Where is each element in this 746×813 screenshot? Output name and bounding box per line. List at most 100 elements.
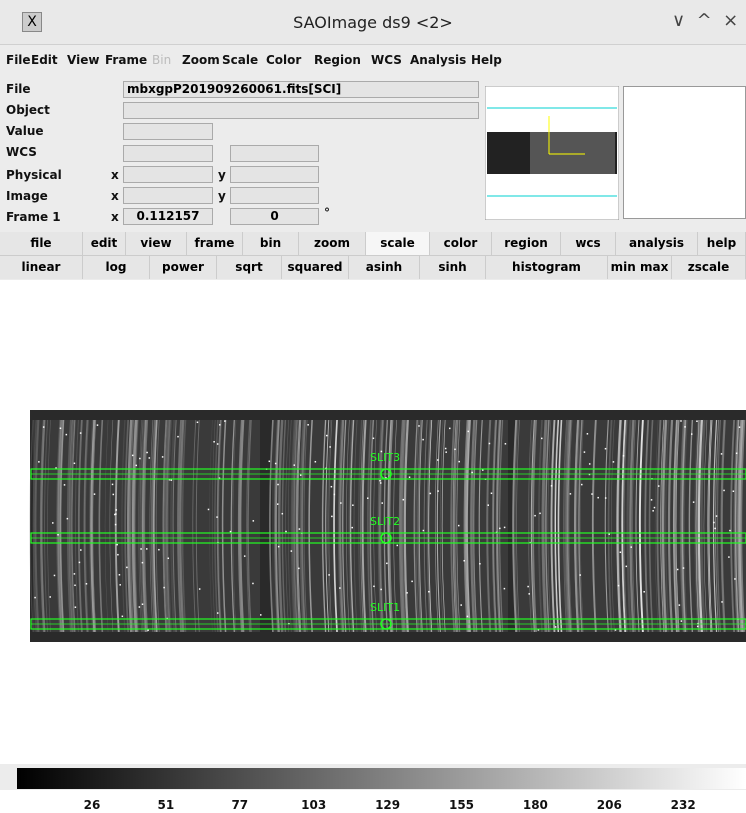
noise (86, 583, 88, 585)
menu-item[interactable]: Analysis (410, 53, 466, 67)
noise (147, 629, 149, 631)
button[interactable]: help (698, 232, 746, 255)
noise (119, 574, 121, 576)
noise (489, 443, 491, 445)
noise (115, 524, 117, 526)
noise (158, 549, 160, 551)
y-label: y (218, 168, 226, 182)
noise (534, 515, 536, 517)
frame-y: 0 (230, 208, 319, 225)
button[interactable]: region (492, 232, 561, 255)
noise (458, 525, 460, 527)
noise (64, 484, 66, 486)
noise (736, 453, 738, 455)
menu-item[interactable]: Zoom (182, 53, 220, 67)
noise (505, 443, 507, 445)
object-field (123, 102, 479, 119)
page: X SAOImage ds9 <2> ∨ ^ × FileEditViewFra… (0, 0, 746, 813)
button[interactable]: view (126, 232, 187, 255)
menu-item[interactable]: View (67, 53, 99, 67)
menu-item[interactable]: Edit (31, 53, 58, 67)
button[interactable]: zscale (672, 256, 746, 279)
noise (315, 461, 317, 463)
noise (132, 455, 134, 457)
noise (409, 476, 411, 478)
noise (139, 606, 141, 608)
x-label: x (111, 189, 119, 203)
button[interactable]: wcs (561, 232, 616, 255)
noise (213, 441, 215, 443)
noise (140, 548, 142, 550)
window-controls[interactable]: ∨ ^ × (672, 10, 738, 31)
noise (299, 528, 301, 530)
noise (380, 589, 382, 591)
menu-item[interactable]: Frame (105, 53, 147, 67)
button[interactable]: file (0, 232, 83, 255)
button[interactable]: asinh (349, 256, 420, 279)
button[interactable]: min max (608, 256, 672, 279)
button[interactable]: histogram (486, 256, 608, 279)
menu-item[interactable]: Bin (152, 53, 171, 67)
noise (54, 575, 56, 577)
noise (80, 549, 82, 551)
button[interactable]: power (150, 256, 217, 279)
menu-item[interactable]: Region (314, 53, 361, 67)
colorbar-tick-label: 129 (368, 798, 408, 812)
noise (116, 544, 118, 546)
noise (57, 534, 59, 536)
info-label: Object (6, 103, 50, 117)
noise (581, 484, 583, 486)
noise (379, 480, 381, 482)
noise (651, 499, 653, 501)
button[interactable]: linear (0, 256, 83, 279)
noise (49, 596, 51, 598)
noise (216, 516, 218, 518)
noise (618, 585, 620, 587)
noise (403, 499, 405, 501)
menu-item[interactable]: File (6, 53, 31, 67)
menu-item[interactable]: Color (266, 53, 301, 67)
info-label: Frame 1 (6, 210, 61, 224)
menu-item[interactable]: WCS (371, 53, 402, 67)
button[interactable]: squared (282, 256, 349, 279)
window-title: SAOImage ds9 <2> (0, 13, 746, 32)
field (123, 187, 213, 204)
noise (351, 527, 353, 529)
noise (139, 458, 141, 460)
menu-item[interactable]: Scale (222, 53, 258, 67)
magnifier (623, 86, 746, 219)
noise (122, 616, 124, 618)
button[interactable]: bin (243, 232, 299, 255)
noise (253, 520, 255, 522)
x-label: x (111, 168, 119, 182)
noise (467, 616, 469, 618)
noise (307, 424, 309, 426)
noise (149, 457, 151, 459)
panner-image (530, 132, 615, 174)
button[interactable]: analysis (616, 232, 698, 255)
noise (112, 484, 114, 486)
button[interactable]: sinh (420, 256, 486, 279)
noise (66, 434, 68, 436)
colorbar-tick-label: 155 (442, 798, 482, 812)
button[interactable]: color (430, 232, 492, 255)
button[interactable]: log (83, 256, 150, 279)
button[interactable]: scale (366, 232, 430, 255)
noise (716, 515, 718, 517)
noise (418, 425, 420, 427)
button[interactable]: zoom (299, 232, 366, 255)
noise (326, 435, 328, 437)
noise (467, 431, 469, 433)
button[interactable]: sqrt (217, 256, 282, 279)
file-field: mbxgpP201909260061.fits[SCI] (123, 81, 479, 98)
noise (329, 446, 331, 448)
menu-item[interactable]: Help (471, 53, 502, 67)
button[interactable]: frame (187, 232, 243, 255)
noise (411, 581, 413, 583)
noise (380, 482, 382, 484)
info-label: Physical (6, 168, 62, 182)
button[interactable]: edit (83, 232, 126, 255)
info-label: Value (6, 124, 44, 138)
noise (479, 563, 481, 565)
